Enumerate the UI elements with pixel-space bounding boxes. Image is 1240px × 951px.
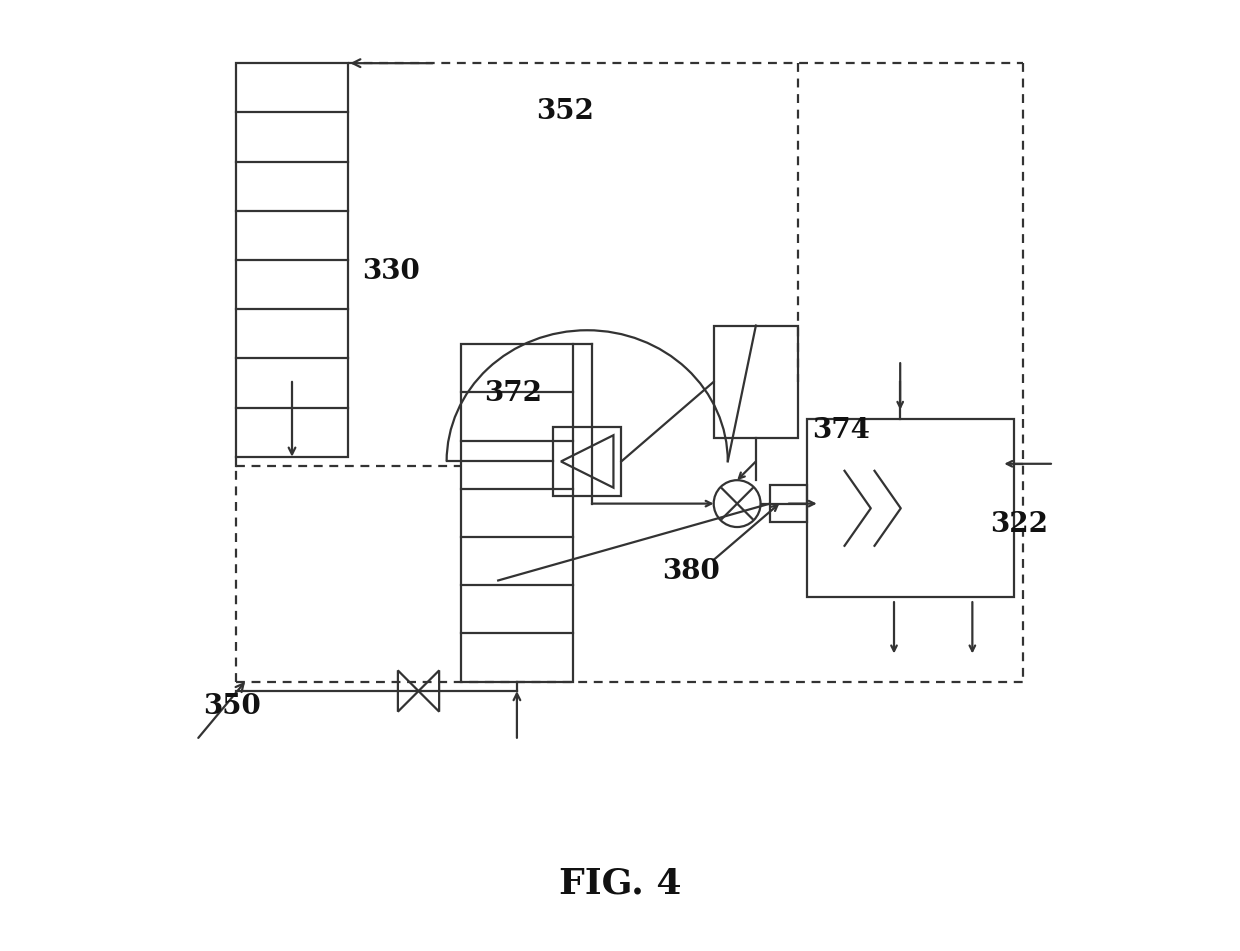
Text: 352: 352 (536, 98, 594, 126)
Text: 330: 330 (362, 258, 420, 284)
Text: 350: 350 (203, 693, 260, 721)
Text: 380: 380 (662, 557, 720, 585)
Text: 372: 372 (484, 379, 542, 406)
Text: 374: 374 (812, 417, 870, 444)
Text: FIG. 4: FIG. 4 (559, 866, 681, 901)
Text: 322: 322 (991, 511, 1048, 537)
